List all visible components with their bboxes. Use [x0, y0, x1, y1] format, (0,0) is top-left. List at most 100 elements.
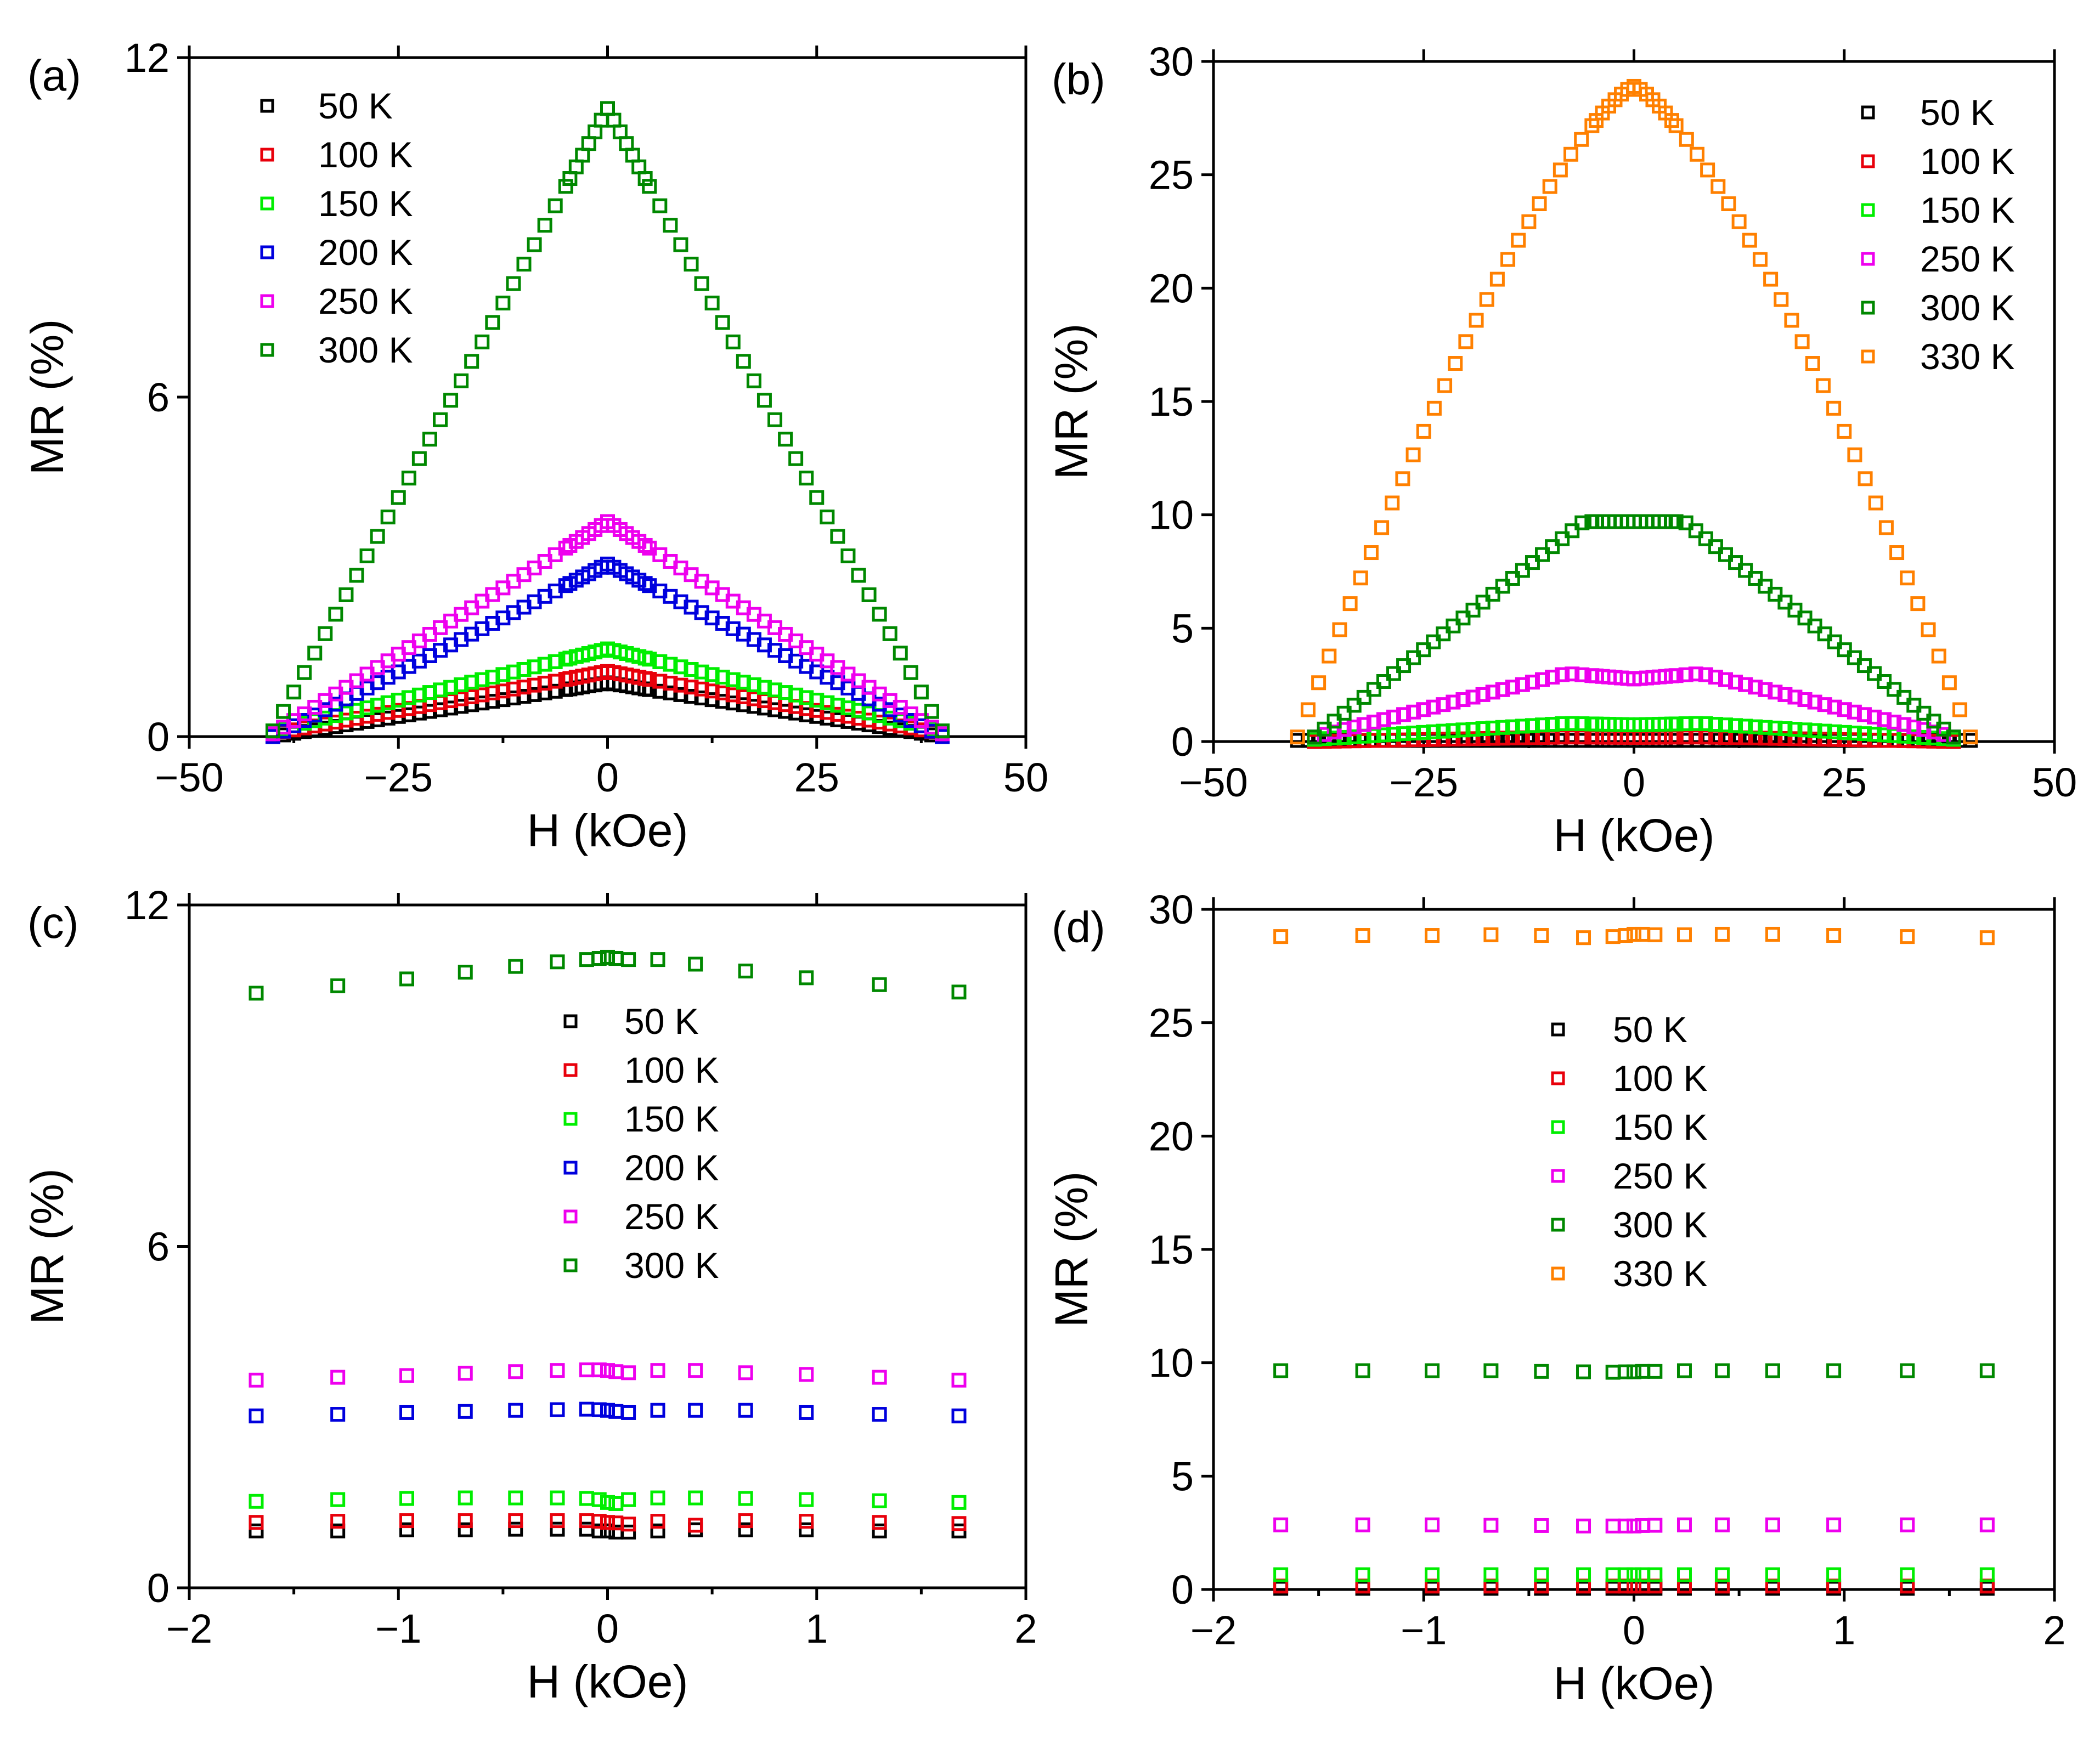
- data-point: [621, 1492, 636, 1507]
- data-point: [475, 687, 490, 703]
- data-point: [820, 510, 835, 525]
- data-point: [1946, 729, 1961, 745]
- data-point: [475, 672, 490, 687]
- data-point: [422, 685, 437, 700]
- data-point: [591, 951, 607, 966]
- data-point: [1807, 694, 1822, 710]
- data-point: [1511, 233, 1526, 248]
- data-point: [830, 698, 845, 713]
- data-point: [861, 587, 877, 602]
- data-point: [1963, 729, 1978, 745]
- data-point: [1867, 709, 1882, 725]
- data-point: [757, 393, 772, 408]
- data-point: [537, 657, 552, 672]
- series-50k: [249, 1521, 967, 1540]
- data-point: [1748, 570, 1763, 586]
- data-point: [1668, 118, 1684, 133]
- data-point: [1406, 650, 1421, 665]
- data-point: [458, 1366, 473, 1381]
- legend-marker: [260, 148, 274, 162]
- data-point: [266, 723, 280, 739]
- data-point: [1355, 1517, 1370, 1532]
- data-point: [1817, 626, 1832, 642]
- data-point: [508, 1521, 523, 1537]
- data-point: [433, 682, 448, 698]
- data-point: [1455, 692, 1471, 708]
- data-point: [652, 654, 668, 669]
- data-point: [840, 548, 856, 564]
- data-point: [1534, 1567, 1549, 1582]
- data-point: [495, 295, 511, 310]
- data-point: [1758, 579, 1773, 594]
- data-point: [1356, 717, 1371, 732]
- data-point: [688, 1518, 703, 1533]
- data-point: [1847, 447, 1862, 462]
- y-axis-label: MR (%): [1046, 324, 1097, 480]
- data-point: [1521, 214, 1537, 229]
- data-point: [778, 685, 793, 700]
- data-point: [249, 1523, 264, 1538]
- legend-label: 50 K: [1920, 92, 1995, 133]
- data-point: [1797, 610, 1813, 626]
- data-point: [1847, 726, 1862, 740]
- data-point: [1794, 334, 1810, 349]
- data-point: [1774, 292, 1789, 307]
- data-point: [307, 646, 323, 661]
- data-point: [516, 257, 532, 272]
- data-point: [1878, 520, 1894, 535]
- data-point: [1916, 722, 1932, 737]
- data-point: [1731, 214, 1747, 229]
- legend-marker: [260, 245, 274, 259]
- data-point: [1668, 668, 1684, 683]
- data-point: [579, 1491, 594, 1506]
- data-point: [799, 690, 814, 705]
- y-tick-label: 12: [125, 35, 170, 81]
- data-point: [1827, 724, 1842, 739]
- data-point: [1574, 132, 1589, 147]
- data-point: [872, 1370, 887, 1385]
- data-point: [1446, 723, 1461, 738]
- data-point: [1787, 722, 1803, 737]
- data-point: [1555, 531, 1570, 546]
- data-point: [1437, 378, 1453, 393]
- data-point: [1425, 1567, 1440, 1582]
- data-point: [788, 451, 804, 466]
- data-point: [1425, 1363, 1440, 1378]
- data-point: [1483, 1363, 1499, 1378]
- data-point: [1748, 680, 1763, 695]
- legend-label: 250 K: [1920, 239, 2014, 279]
- data-point: [652, 683, 668, 699]
- x-tick-label: 0: [596, 755, 619, 800]
- data-point: [359, 700, 375, 716]
- data-point: [249, 986, 264, 1001]
- data-point: [1605, 929, 1621, 944]
- data-point: [1618, 1567, 1633, 1582]
- data-point: [1618, 1364, 1633, 1379]
- series-150k: [249, 1490, 967, 1511]
- data-point: [1889, 545, 1905, 561]
- data-point: [401, 471, 416, 486]
- data-point: [1887, 728, 1902, 743]
- data-point: [1647, 1567, 1663, 1582]
- data-point: [1718, 547, 1733, 562]
- data-point: [1856, 726, 1872, 742]
- data-point: [1426, 400, 1442, 416]
- series-300k: [266, 101, 950, 739]
- data-point: [650, 1523, 665, 1538]
- data-point: [1763, 271, 1779, 287]
- y-tick-label: 5: [1171, 606, 1194, 651]
- data-point: [1900, 1363, 1915, 1378]
- data-point: [1618, 928, 1633, 943]
- data-point: [1563, 146, 1579, 162]
- data-point: [1534, 1518, 1549, 1533]
- data-point: [485, 670, 500, 685]
- data-point: [1479, 292, 1494, 307]
- data-point: [527, 687, 542, 702]
- data-point: [872, 977, 887, 992]
- data-point: [1668, 716, 1684, 732]
- data-point: [537, 676, 552, 691]
- data-point: [1688, 523, 1703, 539]
- data-point: [508, 1513, 523, 1529]
- data-point: [1708, 717, 1723, 732]
- data-point: [1525, 675, 1540, 690]
